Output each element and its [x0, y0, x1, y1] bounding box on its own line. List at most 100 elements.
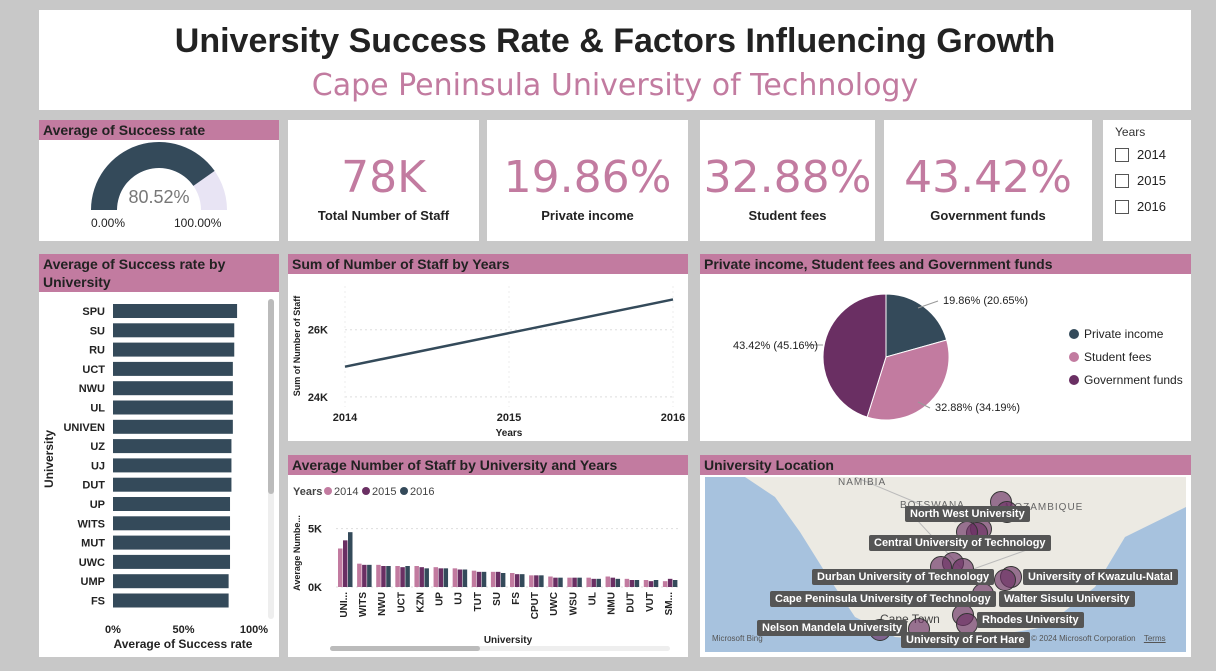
column — [510, 573, 515, 587]
slice-data-label: 32.88% (34.19%) — [935, 402, 1020, 414]
checkbox[interactable] — [1115, 199, 1129, 214]
column — [381, 566, 386, 587]
checkbox[interactable] — [1115, 147, 1129, 162]
slicer-option-label: 2014 — [1137, 147, 1166, 162]
bar — [113, 323, 235, 338]
years-slicer[interactable]: Years 2014 2015 2016 — [1103, 120, 1191, 241]
column — [634, 580, 640, 587]
map-label[interactable]: North West University — [905, 506, 1030, 522]
funding-pie-card[interactable]: Private income, Student fees and Governm… — [700, 254, 1191, 441]
y-tick-label: 26K — [308, 325, 328, 337]
gauge-value: 80.52% — [128, 187, 190, 207]
bar-category-label: UNIVEN — [63, 422, 105, 434]
scrollbar-thumb[interactable] — [330, 646, 480, 651]
x-tick-label: 50% — [172, 624, 194, 636]
staff-by-years-card[interactable]: Sum of Number of Staff by Years 24K 26K 20… — [288, 254, 688, 441]
column — [433, 567, 439, 587]
column — [624, 578, 630, 587]
column — [591, 578, 596, 587]
kpi-label: Government funds — [930, 208, 1046, 223]
x-tick-label: TUT — [473, 592, 484, 611]
column — [648, 581, 654, 587]
staff-by-university-years-card[interactable]: Average Number of Staff by University an… — [288, 455, 688, 657]
map-label[interactable]: University of Fort Hare — [901, 632, 1030, 648]
bar-category-label: UZ — [90, 441, 105, 453]
kpi-value: 32.88% — [703, 152, 872, 203]
series-line — [344, 298, 674, 368]
column — [338, 548, 343, 587]
terms-link[interactable]: Terms — [1143, 634, 1166, 643]
column — [443, 568, 449, 587]
column — [367, 564, 372, 587]
kpi-label: Private income — [541, 208, 634, 223]
map-label[interactable]: University of Kwazulu-Natal — [1023, 569, 1178, 585]
slicer-option-2016[interactable]: 2016 — [1115, 199, 1166, 214]
column — [357, 563, 362, 587]
bar-category-label: DUT — [82, 480, 105, 492]
bar — [113, 516, 231, 531]
kpi-card-government-funds[interactable]: 43.42% Government funds — [884, 120, 1092, 241]
bar — [113, 458, 232, 473]
legend-label: Student fees — [1084, 350, 1151, 364]
map-label[interactable]: Central University of Technology — [869, 535, 1051, 551]
gauge-chart — [91, 142, 227, 210]
column — [653, 580, 659, 587]
column — [462, 569, 468, 587]
column — [539, 575, 544, 587]
column — [520, 574, 525, 587]
map-label[interactable]: Nelson Mandela University — [757, 620, 907, 636]
kpi-card-private-income[interactable]: 19.86% Private income — [487, 120, 688, 241]
checkbox[interactable] — [1115, 173, 1129, 188]
map-copyright: © 2024 Microsoft Corporation Terms — [1031, 634, 1166, 643]
x-tick-label: UNI... — [339, 592, 350, 618]
scrollbar-thumb[interactable] — [268, 299, 274, 494]
kpi-card-staff[interactable]: 78K Total Number of Staff — [288, 120, 479, 241]
column — [672, 580, 678, 587]
scrollbar[interactable] — [268, 299, 274, 619]
bar — [113, 554, 231, 569]
column — [548, 576, 553, 587]
column — [610, 577, 616, 587]
staff-line-chart: 24K 26K 2014 2015 2016 Years Sum of Number of … — [292, 286, 685, 439]
page-title: University Success Rate & Factors Influe… — [174, 22, 1056, 60]
column — [386, 566, 391, 587]
legend-marker — [1069, 352, 1079, 362]
slice-data-label: 43.42% (45.16%) — [733, 340, 818, 352]
column — [572, 577, 577, 587]
x-tick-label: NMU — [607, 592, 618, 615]
column — [476, 571, 482, 587]
bar — [113, 535, 231, 550]
success-by-university-card[interactable]: Average of Success rate by University SP… — [39, 254, 279, 657]
gauge-fill — [91, 142, 215, 210]
map-label[interactable]: Rhodes University — [977, 612, 1084, 628]
slicer-title: Years — [1115, 125, 1146, 139]
map-label[interactable]: Durban University of Technology — [812, 569, 995, 585]
column — [376, 564, 381, 587]
column — [567, 577, 572, 587]
x-tick-label: 0% — [105, 624, 121, 636]
horizontal-scrollbar[interactable] — [330, 646, 670, 651]
legend-label: 2014 — [334, 486, 358, 498]
university-bubble[interactable] — [994, 569, 1016, 591]
column — [471, 570, 477, 587]
slicer-option-2014[interactable]: 2014 — [1115, 147, 1166, 162]
column — [481, 571, 487, 587]
map-label[interactable]: Walter Sisulu University — [999, 591, 1135, 607]
university-location-card[interactable]: University Location NAMIBIA BOTSWANA MOZ… — [700, 455, 1191, 657]
slicer-option-2015[interactable]: 2015 — [1115, 173, 1166, 188]
bar-category-label: UP — [90, 499, 105, 511]
bar — [113, 361, 233, 376]
kpi-label: Student fees — [748, 208, 827, 223]
x-tick-label: UCT — [396, 592, 407, 613]
map-canvas[interactable]: NAMIBIA BOTSWANA MOZAMBIQUE Cape Town No… — [705, 477, 1186, 652]
bar-category-label: UWC — [79, 557, 105, 569]
leader-line — [917, 300, 939, 309]
gauge-card[interactable]: Average of Success rate 80.52% 0.00% 100… — [39, 120, 279, 241]
x-tick-label: 2015 — [497, 412, 521, 424]
kpi-card-student-fees[interactable]: 32.88% Student fees — [700, 120, 875, 241]
title-banner: University Success Rate & Factors Influe… — [39, 10, 1191, 110]
x-tick-label: 2016 — [661, 412, 685, 424]
x-tick-label: 100% — [240, 624, 268, 636]
map-label[interactable]: Cape Peninsula University of Technology — [770, 591, 996, 607]
legend-marker — [324, 487, 332, 495]
